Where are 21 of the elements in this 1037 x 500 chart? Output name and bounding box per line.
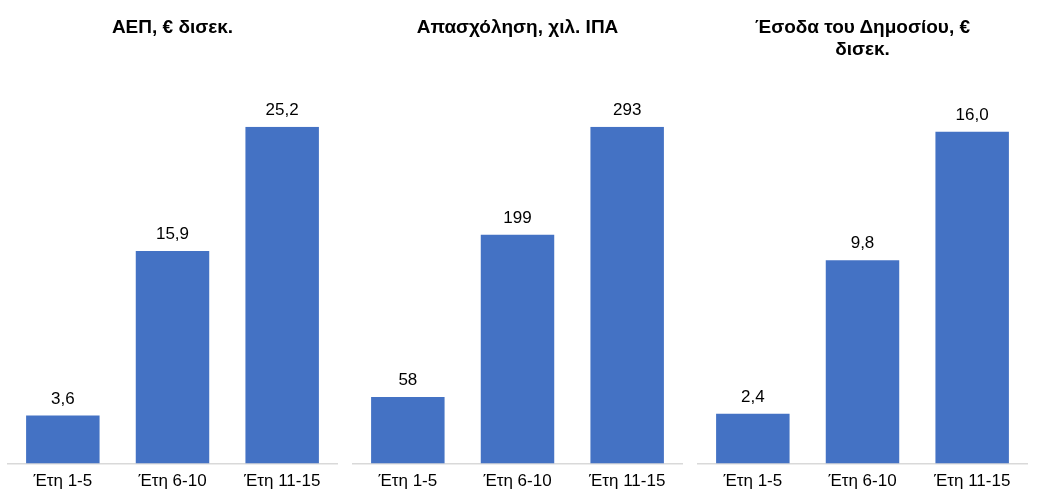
data-label: 15,9 [155,224,190,244]
data-label: 16,0 [955,104,989,124]
x-tick-label: Έτη 1-5 [377,471,438,491]
data-label: 199 [503,208,532,228]
x-tick-label: Έτη 6-10 [482,471,552,491]
x-tick-label: Έτη 11-15 [587,471,666,491]
x-tick-label: Έτη 6-10 [137,471,207,491]
x-tick-label: Έτη 11-15 [242,471,321,491]
x-tick-label: Έτη 6-10 [827,471,897,491]
data-label: 2,4 [741,386,765,406]
chart-title: Έσοδα του Δημοσίου, € δισεκ. [754,15,971,60]
data-label: 58 [398,370,418,390]
data-label: 9,8 [850,233,875,253]
x-tick-label: Έτη 1-5 [32,471,93,491]
x-tick-label: Έτη 11-15 [932,471,1011,491]
chart-title: ΑΕΠ, € δισεκ. [111,15,234,37]
data-label: 3,6 [51,388,75,408]
data-label: 293 [612,99,642,119]
x-tick-label: Έτη 1-5 [722,471,783,491]
chart-title: Απασχόληση, χιλ. ΙΠΑ [416,15,619,37]
data-label: 25,2 [265,99,299,119]
